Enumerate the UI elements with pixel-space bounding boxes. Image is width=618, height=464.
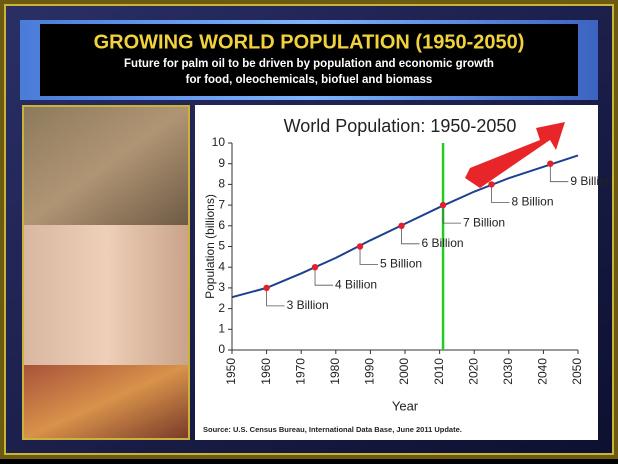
milestone-point — [439, 201, 447, 209]
slide-title: GROWING WORLD POPULATION (1950-2050) — [94, 31, 525, 53]
x-tick-label: 1990 — [363, 358, 377, 385]
milestone-point — [356, 243, 364, 250]
y-tick-label: 0 — [218, 342, 225, 356]
population-line — [231, 154, 579, 299]
leader — [549, 163, 569, 183]
x-tick-label: 1950 — [224, 358, 238, 385]
crowd-photo — [24, 107, 188, 225]
x-tick-label: 2020 — [466, 358, 480, 385]
y-tick-label: 2 — [218, 301, 225, 315]
y-tick-label: 1 — [218, 321, 225, 335]
data-label: 4 Billion — [335, 277, 377, 291]
x-tick-label: 1970 — [293, 358, 307, 385]
milestone-point — [547, 160, 554, 167]
milestone-point — [311, 264, 319, 271]
y-tick-label: 4 — [218, 259, 225, 273]
y-tick-label: 5 — [218, 239, 225, 253]
chart-title: World Population: 1950-2050 — [284, 116, 517, 136]
slide-subtitle: for food, oleochemicals, biofuel and bio… — [186, 74, 433, 86]
babies-photo — [24, 225, 188, 365]
x-axis-label: Year — [392, 398, 419, 413]
chart-panel — [195, 105, 598, 440]
y-tick-label: 8 — [218, 177, 225, 191]
x-tick-label: 1960 — [259, 358, 273, 385]
x-tick-label: 2050 — [570, 358, 584, 385]
crowd-photo — [24, 365, 188, 438]
leader — [442, 205, 462, 224]
leader — [266, 287, 285, 307]
leader — [401, 225, 420, 245]
x-tick-label: 2030 — [501, 358, 515, 385]
y-tick-label: 10 — [212, 135, 226, 149]
data-label: 7 Billion — [463, 215, 505, 229]
x-tick-label: 2040 — [536, 358, 550, 385]
header-box — [40, 24, 578, 96]
y-tick-label: 7 — [218, 197, 225, 211]
data-label: 5 Billion — [380, 257, 422, 271]
y-axis-label: Population (billions) — [203, 194, 217, 299]
x-tick-label: 2010 — [432, 358, 446, 385]
y-tick-label: 9 — [218, 156, 225, 170]
source: Source: U.S. Census Bureau, Internationa… — [203, 425, 462, 434]
milestone-point — [398, 222, 405, 229]
data-label: 9 Billion — [570, 174, 612, 188]
x-tick-label: 1980 — [328, 358, 342, 385]
data-label: 8 Billion — [512, 195, 554, 209]
milestone-point — [488, 181, 495, 188]
chart: World Population: 1950-2050 0 1 2 3 4 5 6 7 8 9 10 1… — [203, 116, 612, 434]
leader — [314, 267, 334, 286]
trend-arrow — [465, 122, 565, 188]
y-tick-label: 6 — [218, 218, 225, 232]
leader — [491, 184, 510, 203]
slide-subtitle: Future for palm oil to be driven by popu… — [124, 58, 494, 70]
data-label: 3 Billion — [287, 298, 329, 312]
y-tick-label: 3 — [218, 280, 225, 294]
data-label: 6 Billion — [422, 236, 464, 250]
x-tick-label: 2000 — [397, 358, 411, 385]
leader — [359, 246, 379, 265]
milestone-point — [263, 284, 270, 292]
